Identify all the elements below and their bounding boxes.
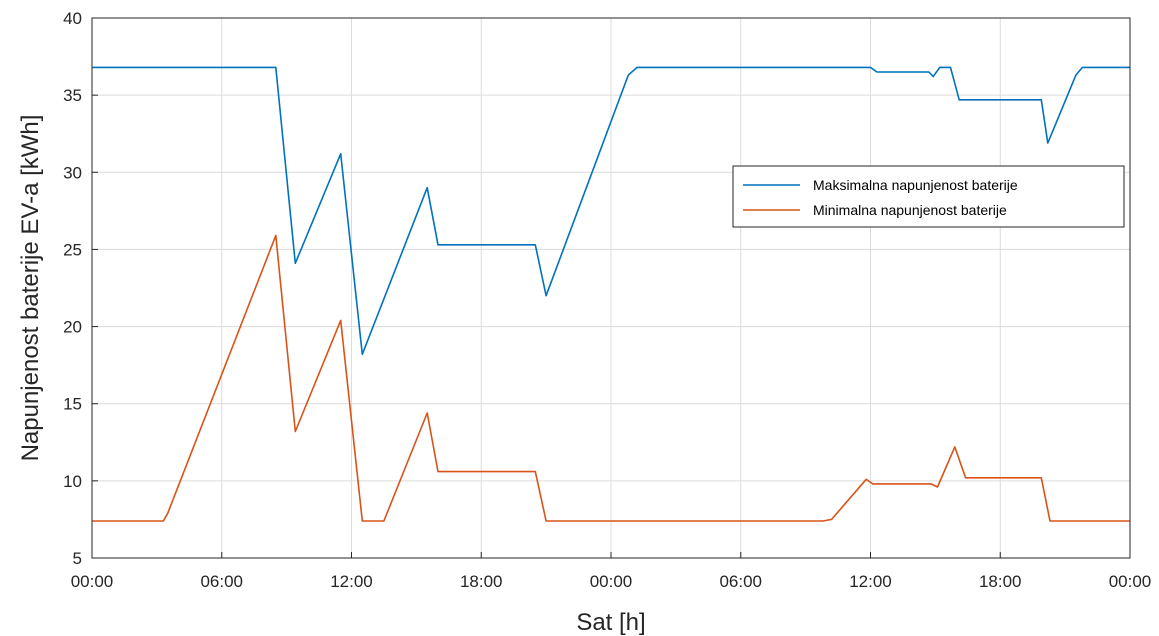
y-tick-label: 15 <box>63 395 82 414</box>
legend-box <box>732 165 1125 228</box>
x-tick-label: 06:00 <box>200 572 243 591</box>
y-tick-label: 35 <box>63 86 82 105</box>
x-tick-label: 18:00 <box>979 572 1022 591</box>
x-tick-label: 00:00 <box>71 572 114 591</box>
x-tick-label: 18:00 <box>460 572 503 591</box>
legend-label-max: Maksimalna napunjenost baterije <box>813 177 1018 193</box>
y-tick-label: 30 <box>63 163 82 182</box>
series-line-max <box>92 66 1130 356</box>
x-axis-title: Sat [h] <box>576 609 645 636</box>
legend: Maksimalna napunjenost baterije Minimaln… <box>732 165 1125 228</box>
x-tick-label: 12:00 <box>849 572 892 591</box>
x-tick-label: 00:00 <box>590 572 633 591</box>
y-tick-label: 5 <box>73 549 82 568</box>
y-tick-label: 10 <box>63 472 82 491</box>
y-axis-ticks: 5 10 15 20 25 30 35 40 <box>63 9 98 568</box>
y-tick-label: 25 <box>63 240 82 259</box>
y-axis-title: Napunjenost baterije EV-a [kWh] <box>17 115 44 462</box>
series-layer <box>92 66 1130 522</box>
x-tick-label: 00:00 <box>1109 572 1152 591</box>
x-axis-ticks: 00:00 06:00 12:00 18:00 00:00 06:00 12:00 18:00… <box>71 552 1152 591</box>
y-tick-label: 20 <box>63 318 82 337</box>
series-line-min <box>92 234 1130 522</box>
x-tick-label: 06:00 <box>719 572 762 591</box>
y-tick-label: 40 <box>63 9 82 28</box>
legend-label-min: Minimalna napunjenost baterije <box>813 202 1007 218</box>
x-tick-label: 12:00 <box>330 572 373 591</box>
